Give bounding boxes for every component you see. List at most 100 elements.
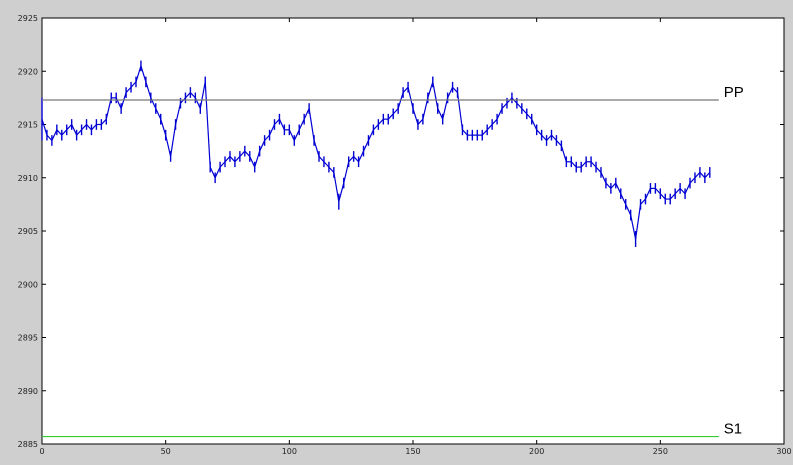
price-segment bbox=[288, 129, 295, 141]
price-segment bbox=[293, 129, 300, 141]
price-segment bbox=[674, 187, 681, 195]
price-segment bbox=[521, 108, 528, 115]
price-segment bbox=[125, 86, 132, 93]
price-segment bbox=[229, 156, 236, 163]
price-segment bbox=[417, 118, 424, 125]
price-segment bbox=[333, 172, 340, 202]
price-segment bbox=[254, 150, 261, 168]
price-segment bbox=[501, 102, 508, 109]
price-segment bbox=[556, 140, 562, 147]
price-segment bbox=[427, 81, 434, 99]
reference-lines: PP S1 bbox=[42, 84, 744, 438]
price-segment bbox=[71, 124, 78, 136]
y-tick-label: 2910 bbox=[18, 174, 38, 183]
y-tick-label: 2920 bbox=[18, 67, 38, 76]
price-segment bbox=[338, 182, 345, 202]
y-tick-label: 2890 bbox=[18, 387, 38, 396]
x-tick-label: 100 bbox=[282, 447, 297, 456]
price-segment bbox=[135, 65, 142, 83]
price-segment bbox=[699, 172, 706, 179]
price-segment bbox=[219, 161, 226, 168]
price-series bbox=[41, 60, 711, 247]
y-tick-label: 2915 bbox=[18, 121, 38, 130]
price-segment bbox=[328, 166, 335, 173]
price-segment bbox=[105, 97, 112, 120]
price-segment bbox=[644, 188, 651, 200]
price-segment bbox=[100, 118, 107, 125]
price-segment bbox=[590, 161, 597, 168]
price-segment bbox=[51, 129, 58, 141]
price-segment bbox=[91, 124, 97, 131]
price-segment bbox=[580, 161, 587, 168]
price-segment bbox=[462, 129, 468, 136]
price-segment bbox=[224, 156, 231, 163]
price-segment bbox=[481, 129, 488, 136]
price-segment bbox=[541, 134, 547, 141]
price-segment bbox=[155, 108, 162, 120]
price-segment bbox=[684, 182, 691, 194]
price-segment bbox=[516, 102, 523, 109]
y-tick-label: 2885 bbox=[18, 440, 38, 449]
price-segment bbox=[234, 156, 241, 163]
price-segment bbox=[659, 193, 666, 200]
price-segment bbox=[249, 156, 256, 168]
price-segment bbox=[600, 172, 607, 184]
x-tick-label: 300 bbox=[776, 447, 791, 456]
y-tick-label: 2905 bbox=[18, 227, 38, 236]
price-segment bbox=[343, 161, 350, 184]
price-segment bbox=[174, 103, 182, 125]
price-segment bbox=[377, 118, 384, 125]
x-tick-label: 0 bbox=[39, 447, 44, 456]
price-segment bbox=[560, 145, 567, 162]
price-segment bbox=[367, 129, 374, 141]
price-segment bbox=[491, 118, 498, 125]
price-segment bbox=[214, 166, 221, 179]
price-segment bbox=[204, 81, 211, 168]
price-segment bbox=[496, 108, 503, 120]
price-segment bbox=[392, 108, 399, 115]
price-segment bbox=[259, 140, 266, 152]
axis-ticks: 2885 2890 2895 2900 2905 2910 2915 2920 2925 0 50 1… bbox=[18, 14, 792, 456]
price-segment bbox=[185, 92, 191, 99]
price-segment bbox=[442, 97, 449, 120]
x-tick-label: 250 bbox=[653, 447, 668, 456]
price-segment bbox=[432, 81, 439, 109]
price-segment bbox=[654, 187, 661, 195]
price-segment bbox=[66, 124, 73, 131]
price-segment bbox=[456, 92, 464, 130]
price-segment bbox=[145, 81, 152, 99]
price-segment bbox=[615, 182, 622, 194]
price-segment bbox=[595, 166, 602, 173]
price-segment bbox=[526, 113, 533, 120]
x-tick-label: 150 bbox=[405, 447, 420, 456]
price-segment bbox=[56, 129, 63, 136]
reference-label-s1: S1 bbox=[724, 421, 742, 438]
price-segment bbox=[348, 156, 355, 163]
price-segment bbox=[61, 129, 68, 136]
price-segment bbox=[264, 134, 270, 141]
plot-area bbox=[41, 17, 785, 445]
price-segment bbox=[570, 161, 577, 168]
price-segment bbox=[422, 97, 429, 120]
price-segment bbox=[170, 124, 177, 157]
price-segment bbox=[531, 118, 538, 131]
price-segment bbox=[130, 81, 137, 88]
price-segment bbox=[625, 204, 632, 216]
price-segment bbox=[353, 156, 360, 163]
price-segment bbox=[313, 140, 320, 157]
price-segment bbox=[536, 129, 543, 136]
price-segment bbox=[298, 118, 305, 131]
price-segment bbox=[620, 193, 627, 205]
price-segment bbox=[160, 118, 167, 136]
price-segment bbox=[323, 161, 330, 168]
price-segment bbox=[630, 214, 637, 240]
x-tick-label: 50 bbox=[161, 447, 171, 456]
price-segment bbox=[199, 81, 206, 109]
price-segment bbox=[165, 135, 172, 157]
price-segment bbox=[308, 108, 315, 141]
price-segment bbox=[41, 118, 48, 136]
price-segment bbox=[447, 86, 454, 99]
price-segment bbox=[81, 124, 87, 131]
price-segment bbox=[694, 172, 701, 179]
